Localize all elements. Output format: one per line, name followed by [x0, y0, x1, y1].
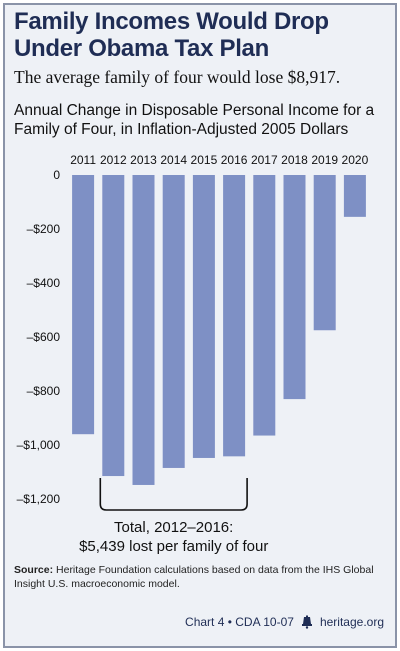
y-axis: 0 –$200 –$400 –$600 –$800 –$1,000 –$1,200 [17, 168, 61, 506]
x-tick-label: 2020 [342, 153, 369, 167]
chart-id: Chart 4 • CDA 10-07 [185, 615, 294, 629]
footer: Chart 4 • CDA 10-07 heritage.org [185, 615, 384, 629]
x-tick-label: 2012 [100, 153, 127, 167]
source-label: Source: [14, 564, 54, 576]
x-tick-label: 2014 [160, 153, 187, 167]
x-tick-label: 2018 [281, 153, 308, 167]
x-tick-label: 2013 [130, 153, 157, 167]
bars [72, 175, 366, 485]
bar [343, 175, 366, 217]
x-tick-label: 2011 [70, 153, 96, 167]
x-axis-labels: 2011 2012 2013 2014 2015 2016 2017 2018 2019 2020 [70, 153, 368, 167]
y-tick-label: –$200 [27, 222, 61, 236]
x-tick-label: 2015 [191, 153, 218, 167]
headline: Family Incomes Would Drop Under Obama Ta… [14, 8, 329, 62]
x-tick-label: 2019 [311, 153, 338, 167]
bar [102, 175, 125, 477]
bar [162, 175, 185, 468]
x-tick-label: 2016 [221, 153, 248, 167]
annotation-line-2: $5,439 lost per family of four [79, 538, 268, 555]
source-note: Source: Heritage Foundation calculations… [14, 563, 384, 591]
subhead: The average family of four would lose $8… [14, 67, 341, 87]
bar [253, 175, 276, 436]
y-tick-label: –$1,000 [17, 438, 61, 452]
liberty-bell-icon [301, 615, 312, 629]
y-tick-label: –$400 [27, 276, 61, 290]
y-tick-label: 0 [53, 168, 60, 182]
bracket [99, 478, 248, 511]
y-tick-label: –$800 [27, 384, 61, 398]
annotation: Total, 2012–2016: $5,439 lost per family … [79, 478, 268, 555]
bar [313, 175, 336, 331]
y-tick-label: –$600 [27, 330, 61, 344]
bar [192, 175, 215, 458]
site-link[interactable]: heritage.org [319, 615, 384, 629]
bar [283, 175, 306, 400]
bar [132, 175, 155, 485]
chart-title: Annual Change in Disposable Personal Inc… [14, 102, 375, 138]
source-text: Heritage Foundation calculations based o… [14, 564, 374, 590]
bar [72, 175, 95, 435]
x-tick-label: 2017 [251, 153, 278, 167]
y-tick-label: –$1,200 [17, 492, 61, 506]
annotation-line-1: Total, 2012–2016: [114, 519, 233, 536]
bar [223, 175, 246, 457]
